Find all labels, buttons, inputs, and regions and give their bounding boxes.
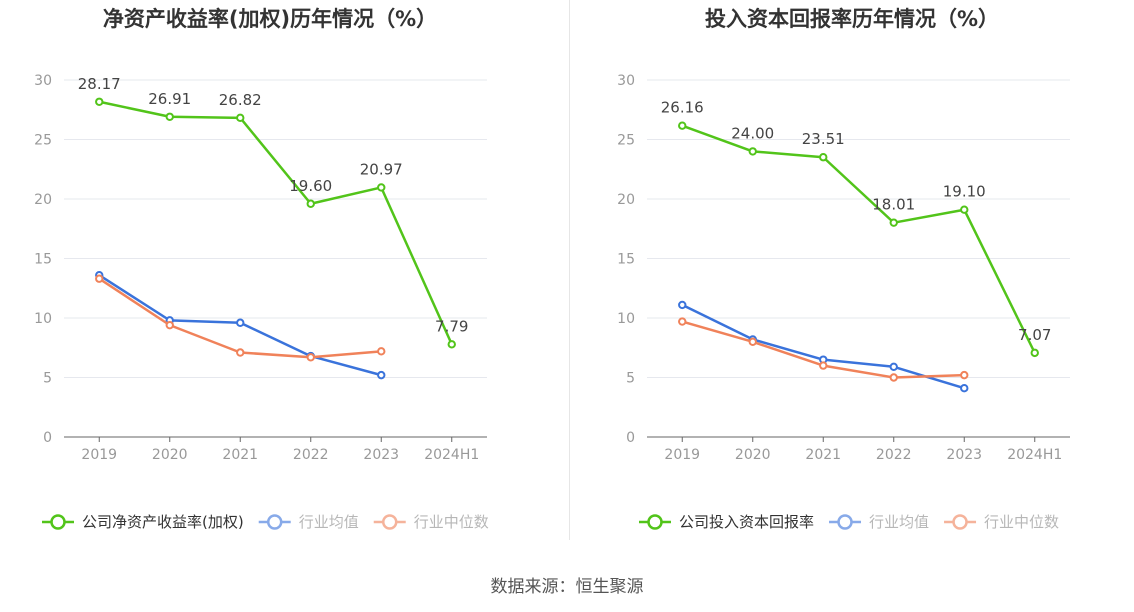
y-tick-label: 25 — [34, 133, 52, 149]
legend-item: 行业均值 — [258, 513, 359, 531]
data-label: 19.60 — [289, 177, 332, 195]
data-point — [960, 370, 969, 380]
data-point — [960, 205, 969, 214]
data-point — [678, 121, 687, 130]
x-tick-label: 2019 — [664, 447, 700, 463]
series-line — [681, 124, 1036, 354]
legend-label: 行业中位数 — [984, 513, 1059, 531]
data-point — [960, 384, 969, 393]
data-point — [236, 348, 245, 357]
legend-item: 行业均值 — [829, 513, 929, 531]
chart-title: 净资产收益率(加权)历年情况（%） — [103, 7, 437, 31]
data-label: 23.51 — [802, 130, 845, 148]
legend-label: 行业中位数 — [414, 513, 489, 531]
y-tick-label: 25 — [617, 133, 635, 149]
y-tick-label: 10 — [34, 311, 52, 327]
legend-swatch-marker — [381, 514, 398, 530]
x-tick-label: 2023 — [363, 447, 399, 463]
data-point — [236, 113, 245, 123]
legend-item: 行业中位数 — [373, 513, 489, 531]
data-point — [748, 337, 757, 346]
data-label: 26.16 — [661, 99, 704, 117]
data-point — [165, 112, 174, 121]
y-tick-label: 0 — [43, 430, 52, 446]
y-tick-label: 10 — [617, 311, 635, 327]
data-source-note: 数据来源：恒生聚源 — [490, 577, 644, 597]
y-tick-label: 20 — [617, 192, 635, 208]
data-point — [236, 318, 245, 327]
data-point — [678, 300, 687, 310]
y-tick-label: 5 — [43, 371, 52, 387]
y-tick-label: 20 — [34, 192, 52, 208]
x-tick-label: 2019 — [81, 447, 117, 463]
data-point — [377, 370, 386, 380]
legend-item: 行业中位数 — [944, 513, 1059, 531]
legend-label: 公司净资产收益率(加权) — [82, 513, 244, 531]
roe-chart: 净资产收益率(加权)历年情况（%） 0 5 10 15 20 25 30 2019 2020 202… — [34, 7, 489, 531]
x-tick-label: 2024H1 — [424, 447, 479, 463]
data-point — [306, 199, 315, 208]
data-point — [377, 183, 386, 192]
legend-swatch-marker — [647, 514, 663, 530]
data-point — [819, 361, 828, 370]
x-tick-label: 2021 — [805, 447, 841, 463]
x-tick-label: 2023 — [946, 447, 982, 463]
data-label: 28.17 — [78, 75, 121, 93]
data-point — [95, 97, 104, 106]
chart-title: 投入资本回报率历年情况（%） — [705, 7, 999, 31]
data-point — [165, 320, 174, 330]
data-label: 26.82 — [219, 91, 262, 109]
x-tick-label: 2020 — [735, 447, 771, 463]
data-point — [95, 274, 104, 283]
legend-item: 公司投入资本回报率 — [639, 513, 814, 531]
legend-item: 公司净资产收益率(加权) — [42, 513, 244, 531]
y-tick-label: 0 — [626, 430, 635, 446]
data-point — [678, 317, 687, 326]
legend-label: 行业均值 — [299, 513, 359, 531]
legend-swatch-marker — [952, 514, 968, 530]
data-label: 19.10 — [943, 183, 986, 201]
data-point — [1030, 348, 1039, 358]
legend-swatch-marker — [266, 514, 283, 530]
legend-label: 公司投入资本回报率 — [679, 513, 814, 531]
data-point — [889, 218, 898, 227]
data-label: 18.01 — [872, 196, 915, 214]
legend-swatch-marker — [50, 514, 66, 530]
data-point — [306, 353, 315, 362]
x-tick-label: 2022 — [876, 447, 912, 463]
data-point — [748, 147, 757, 156]
x-tick-label: 2024H1 — [1007, 447, 1062, 463]
data-point — [377, 347, 386, 356]
data-label: 24.00 — [731, 124, 774, 142]
y-tick-label: 30 — [34, 73, 52, 89]
legend-swatch-marker — [837, 514, 853, 530]
series-line — [98, 100, 453, 345]
y-tick-label: 15 — [617, 252, 635, 268]
panel-divider — [569, 0, 570, 540]
data-point — [889, 362, 898, 371]
legend-label: 行业均值 — [869, 513, 929, 531]
y-tick-label: 15 — [34, 252, 52, 268]
x-tick-label: 2021 — [222, 447, 258, 463]
data-label: 26.91 — [148, 90, 191, 108]
data-point — [889, 373, 898, 382]
data-label: 7.79 — [435, 317, 468, 335]
x-tick-label: 2022 — [293, 447, 329, 463]
data-point — [819, 153, 828, 162]
data-label: 20.97 — [360, 160, 403, 178]
data-label: 7.07 — [1018, 326, 1051, 344]
y-tick-label: 30 — [617, 73, 635, 89]
data-point — [447, 340, 456, 349]
y-tick-label: 5 — [626, 371, 635, 387]
x-tick-label: 2020 — [152, 447, 188, 463]
roic-chart: 投入资本回报率历年情况（%） 0 5 10 15 20 25 30 2019 2020 2021 20… — [617, 7, 1070, 531]
